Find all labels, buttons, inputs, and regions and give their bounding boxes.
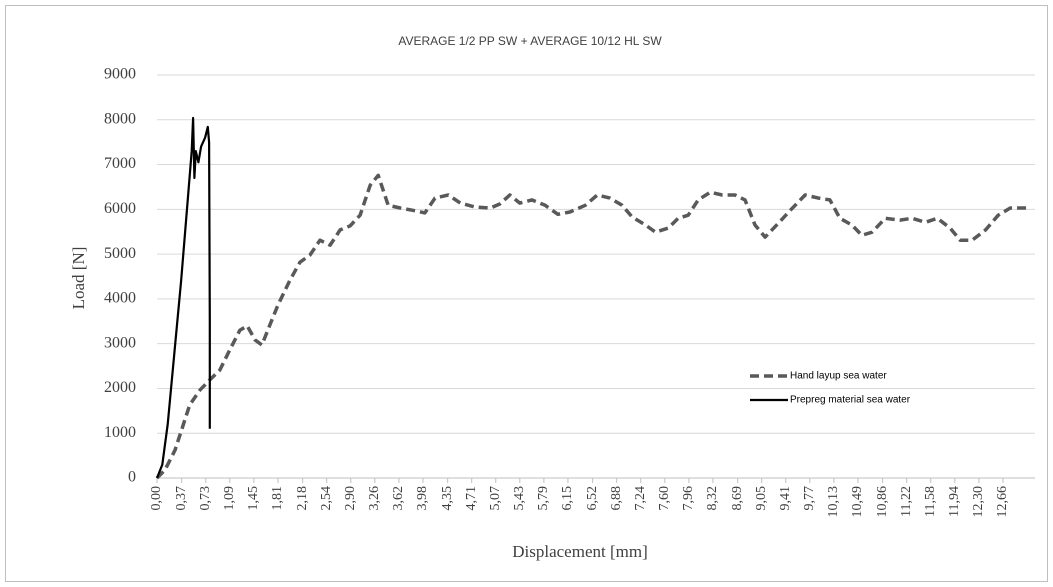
x-tick-label: 11,58 xyxy=(923,486,938,517)
x-tick-label: 0,73 xyxy=(198,486,213,511)
data-line xyxy=(155,173,1031,480)
y-tick-label: 4000 xyxy=(104,290,136,307)
y-tick-label: 1000 xyxy=(104,424,136,441)
x-tick-label: 11,22 xyxy=(899,486,914,517)
y-tick-label: 6000 xyxy=(104,200,136,217)
x-tick-label: 5,79 xyxy=(536,486,551,511)
x-tick-label: 8,32 xyxy=(705,486,720,511)
x-tick-label: 6,88 xyxy=(609,486,624,511)
y-axis-label: Load [N] xyxy=(69,247,88,310)
y-tick-label: 0 xyxy=(128,469,136,486)
x-tick-label: 9,77 xyxy=(802,486,817,511)
y-tick-label: 5000 xyxy=(104,245,136,262)
x-tick-label: 1,09 xyxy=(222,486,237,511)
x-tick-label: 12,66 xyxy=(995,486,1010,518)
x-tick-label: 6,15 xyxy=(560,486,575,511)
x-tick-label: 7,96 xyxy=(681,486,696,511)
x-tick-label: 10,86 xyxy=(875,486,890,518)
x-tick-label: 2,90 xyxy=(343,486,358,511)
x-tick-label: 10,13 xyxy=(826,486,841,518)
x-axis-label: Displacement [mm] xyxy=(512,542,648,561)
y-tick-label: 3000 xyxy=(104,334,136,351)
x-tick-label: 12,30 xyxy=(971,486,986,518)
y-tick-label: 2000 xyxy=(104,379,136,396)
x-tick-label: 10,49 xyxy=(850,486,865,518)
legend-label: Prepreg material sea water xyxy=(790,395,911,406)
x-tick-label: 0,00 xyxy=(149,486,164,511)
y-tick-label: 8000 xyxy=(104,110,136,127)
y-tick-label: 9000 xyxy=(104,66,136,83)
x-tick-label: 8,69 xyxy=(730,486,745,511)
x-tick-label: 4,35 xyxy=(440,486,455,511)
x-tick-label: 3,62 xyxy=(391,486,406,511)
legend-label: Hand layup sea water xyxy=(790,371,887,382)
x-tick-label: 2,18 xyxy=(295,486,310,511)
x-tick-label: 7,24 xyxy=(633,486,648,511)
x-tick-label: 11,94 xyxy=(947,486,962,517)
x-tick-label: 1,81 xyxy=(270,486,285,511)
chart-title: AVERAGE 1/2 PP SW + AVERAGE 10/12 HL SW xyxy=(398,34,662,48)
x-tick-label: 5,07 xyxy=(488,486,503,511)
x-tick-label: 9,05 xyxy=(754,486,769,511)
y-tick-label: 7000 xyxy=(104,155,136,172)
x-tick-label: 3,98 xyxy=(415,486,430,511)
x-tick-label: 9,41 xyxy=(778,486,793,511)
x-tick-label: 6,52 xyxy=(585,486,600,511)
x-tick-label: 7,60 xyxy=(657,486,672,511)
x-tick-label: 2,54 xyxy=(319,486,334,511)
x-tick-label: 0,37 xyxy=(174,486,189,511)
x-tick-label: 3,26 xyxy=(367,486,382,511)
x-tick-label: 5,43 xyxy=(512,486,527,511)
x-tick-label: 1,45 xyxy=(246,486,261,511)
data-line xyxy=(155,116,211,479)
x-tick-label: 4,71 xyxy=(464,486,479,511)
